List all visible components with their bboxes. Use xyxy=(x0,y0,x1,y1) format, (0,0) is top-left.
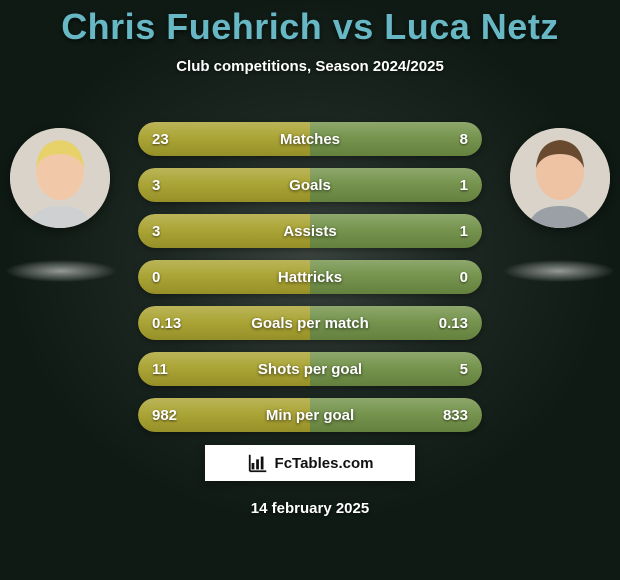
stats-rows: 238Matches31Goals31Assists00Hattricks0.1… xyxy=(138,122,482,444)
stat-bar-right xyxy=(310,122,482,156)
player-right-portrait-icon xyxy=(510,128,610,228)
stat-row: 31Assists xyxy=(138,214,482,248)
stat-value-right: 1 xyxy=(460,214,468,248)
stat-value-right: 8 xyxy=(460,122,468,156)
stat-value-left: 0.13 xyxy=(152,306,181,340)
stat-row: 31Goals xyxy=(138,168,482,202)
stat-value-right: 0.13 xyxy=(439,306,468,340)
stat-row: 115Shots per goal xyxy=(138,352,482,386)
stat-value-left: 982 xyxy=(152,398,177,432)
player-left-portrait-icon xyxy=(10,128,110,228)
stat-value-right: 1 xyxy=(460,168,468,202)
stat-row: 238Matches xyxy=(138,122,482,156)
stat-value-right: 5 xyxy=(460,352,468,386)
page-title: Chris Fuehrich vs Luca Netz xyxy=(0,0,620,48)
stat-value-right: 833 xyxy=(443,398,468,432)
stat-bar-left xyxy=(138,168,310,202)
stat-value-left: 3 xyxy=(152,168,160,202)
bar-chart-icon xyxy=(247,452,269,474)
source-badge-text: FcTables.com xyxy=(275,455,374,472)
avatar-player-right xyxy=(510,128,610,228)
stat-value-left: 3 xyxy=(152,214,160,248)
stat-bar-right xyxy=(310,214,482,248)
avatar-right-shadow xyxy=(504,260,614,282)
subtitle: Club competitions, Season 2024/2025 xyxy=(0,58,620,75)
stat-bar-right xyxy=(310,260,482,294)
stat-bar-right xyxy=(310,352,482,386)
stat-bar-left xyxy=(138,260,310,294)
stat-value-left: 0 xyxy=(152,260,160,294)
stat-value-left: 23 xyxy=(152,122,169,156)
stat-value-right: 0 xyxy=(460,260,468,294)
stat-row: 0.130.13Goals per match xyxy=(138,306,482,340)
avatar-player-left xyxy=(10,128,110,228)
stat-value-left: 11 xyxy=(152,352,168,386)
infographic: Chris Fuehrich vs Luca Netz Club competi… xyxy=(0,0,620,580)
avatar-left-shadow xyxy=(6,260,116,282)
stat-bar-left xyxy=(138,214,310,248)
stat-row: 982833Min per goal xyxy=(138,398,482,432)
date-text: 14 february 2025 xyxy=(0,500,620,517)
stat-bar-right xyxy=(310,168,482,202)
source-badge: FcTables.com xyxy=(205,445,415,481)
stat-row: 00Hattricks xyxy=(138,260,482,294)
